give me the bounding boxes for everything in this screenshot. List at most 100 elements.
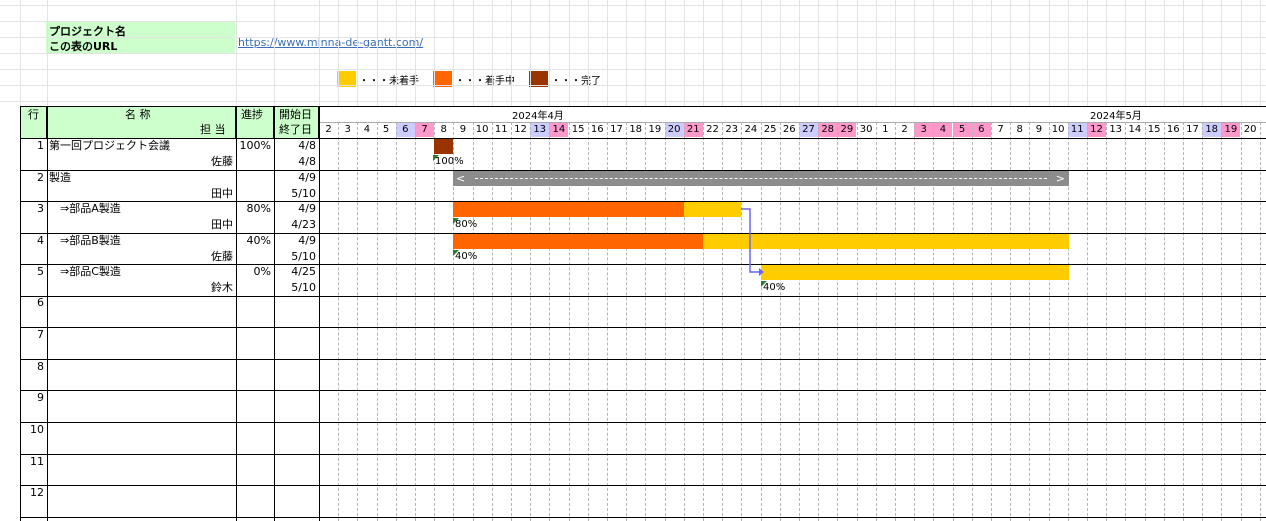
day-gridline <box>1087 122 1088 521</box>
sheet-gridline <box>799 0 800 106</box>
task-assignee[interactable]: 佐藤 <box>211 250 233 263</box>
day-gridline <box>914 122 915 521</box>
day-header-cell: 4 <box>363 124 371 135</box>
row-number: 12 <box>30 486 44 499</box>
day-header-cell: 3 <box>914 122 934 137</box>
task-name[interactable]: ⇒部品B製造 <box>60 234 121 247</box>
task-name[interactable]: 第一回プロジェクト会議 <box>49 139 170 152</box>
day-gridline <box>837 122 838 521</box>
day-gridline <box>338 122 339 521</box>
day-header-cell: 6 <box>395 122 415 137</box>
sheet-gridline <box>530 0 531 106</box>
sheet-gridline <box>933 0 934 106</box>
day-gridline <box>607 122 608 521</box>
sheet-gridline <box>0 85 1266 86</box>
day-header-cell: 5 <box>952 122 972 137</box>
task-progress[interactable]: 40% <box>246 234 271 247</box>
sheet-gridline <box>338 0 339 106</box>
gantt-bar-not-started[interactable] <box>761 265 1069 280</box>
task-end-date[interactable]: 5/10 <box>291 250 316 263</box>
task-start-date[interactable]: 4/9 <box>298 171 316 184</box>
day-gridline <box>665 122 666 521</box>
day-header-cell: 26 <box>782 124 796 135</box>
sheet-gridline <box>434 0 435 106</box>
day-header-cell: 7 <box>415 122 434 137</box>
task-start-date[interactable]: 4/9 <box>298 234 316 247</box>
day-header-divider <box>319 122 1266 123</box>
day-gridline <box>818 122 819 521</box>
day-gridline <box>857 122 858 521</box>
day-gridline <box>799 122 800 521</box>
month-label-april: 2024年4月 <box>512 111 564 122</box>
gantt-bar-in-progress[interactable] <box>453 234 703 249</box>
day-gridline <box>453 122 454 521</box>
task-progress[interactable]: 100% <box>239 139 271 152</box>
row-number: 6 <box>37 296 44 309</box>
task-start-date[interactable]: 4/8 <box>298 139 316 152</box>
day-header-cell: 19 <box>648 124 662 135</box>
task-name[interactable]: ⇒部品A製造 <box>60 202 121 215</box>
day-gridline <box>1125 122 1126 521</box>
day-header-cell: 11 <box>494 124 508 135</box>
day-header-cell: 6 <box>971 122 991 137</box>
row-number: 10 <box>30 423 44 436</box>
day-header-cell: 9 <box>459 124 467 135</box>
task-start-date[interactable]: 4/9 <box>298 202 316 215</box>
day-gridline <box>569 122 570 521</box>
day-gridline <box>1068 122 1069 521</box>
task-progress[interactable]: 0% <box>253 265 271 278</box>
day-header-cell: 21 <box>683 122 703 137</box>
sheet-gridline <box>780 0 781 106</box>
task-assignee[interactable]: 田中 <box>211 218 233 231</box>
progress-label: 100% <box>435 156 464 167</box>
gantt-bar-not-started[interactable] <box>684 202 741 217</box>
project-url-link[interactable]: https://www.minna-de-gantt.com/ <box>238 36 424 49</box>
sheet-gridline <box>607 0 608 106</box>
day-header-cell: 7 <box>997 124 1004 135</box>
task-end-date[interactable]: 4/23 <box>291 218 316 231</box>
project-name-label: プロジェクト名 <box>49 25 126 38</box>
day-gridline <box>357 122 358 521</box>
sheet-gridline <box>377 0 378 106</box>
legend-label-not-started: ・・・未着手 <box>359 76 419 87</box>
day-gridline <box>588 122 589 521</box>
task-end-date[interactable]: 5/10 <box>291 281 316 294</box>
day-header-cell: 1 <box>882 124 889 135</box>
task-end-date[interactable]: 4/8 <box>298 155 316 168</box>
task-assignee[interactable]: 田中 <box>211 187 233 200</box>
table-column-border <box>20 106 21 521</box>
sheet-gridline <box>357 0 358 106</box>
table-row-border <box>20 138 1266 139</box>
task-name[interactable]: 製造 <box>49 171 71 184</box>
sheet-gridline <box>1125 0 1126 106</box>
sheet-gridline <box>1049 0 1050 106</box>
table-row-border <box>20 264 1266 265</box>
table-column-border <box>47 106 48 521</box>
sheet-gridline <box>1029 0 1030 106</box>
gantt-bar-not-started[interactable] <box>703 234 1069 249</box>
day-header-cell: 15 <box>571 124 585 135</box>
task-name[interactable]: ⇒部品C製造 <box>60 265 121 278</box>
day-gridline <box>626 122 627 521</box>
sheet-gridline <box>1221 0 1222 106</box>
row-number: 8 <box>37 360 44 373</box>
header-name: 名 称 <box>125 108 151 121</box>
day-gridline <box>1183 122 1184 521</box>
sheet-gridline <box>1260 0 1261 106</box>
sheet-gridline <box>684 0 685 106</box>
task-end-date[interactable]: 5/10 <box>291 187 316 200</box>
legend-swatch-not-started <box>337 71 356 87</box>
sheet-gridline <box>0 69 1266 70</box>
day-header-cell: 8 <box>440 124 447 135</box>
row-number: 5 <box>37 265 44 278</box>
gantt-bar-in-progress[interactable] <box>453 202 684 217</box>
table-row-border <box>20 359 1266 360</box>
sheet-gridline <box>319 0 320 106</box>
task-assignee[interactable]: 佐藤 <box>211 155 233 168</box>
row-number: 11 <box>30 455 44 468</box>
gantt-bar-done[interactable] <box>434 139 453 154</box>
gantt-summary-bar[interactable]: < > <box>453 171 1069 186</box>
task-start-date[interactable]: 4/25 <box>291 265 316 278</box>
task-progress[interactable]: 80% <box>246 202 271 215</box>
task-assignee[interactable]: 鈴木 <box>211 281 233 294</box>
